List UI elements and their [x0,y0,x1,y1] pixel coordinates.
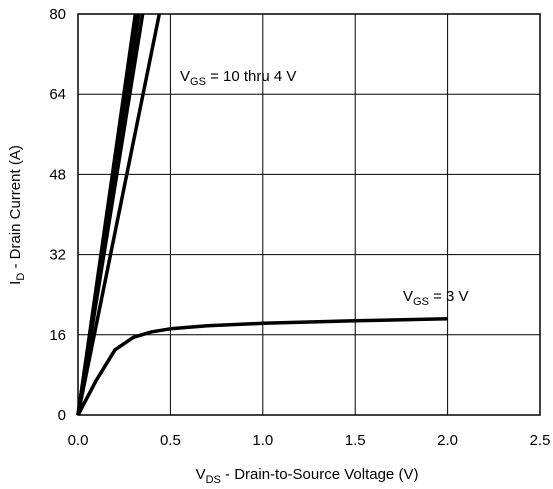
y-tick-label: 48 [49,166,66,183]
series-line [76,13,145,416]
plot-frame [77,13,541,416]
x-tick-label: 0.5 [160,432,181,449]
x-tick-label: 1.5 [345,432,366,449]
series-line [76,317,448,416]
annotation-vgs-3: VGS = 3 V [403,288,469,308]
y-tick-labels: 0 16 32 48 64 80 [49,6,66,424]
y-tick-label: 64 [49,86,66,103]
x-tick-label: 2.0 [437,432,458,449]
y-tick-label: 32 [49,247,66,264]
y-tick-label: 80 [49,6,66,23]
x-tick-label: 1.0 [252,432,273,449]
series-group [76,13,448,416]
series-line [76,13,162,416]
x-tick-label: 0.0 [68,432,89,449]
x-axis-label: VDS - Drain-to-Source Voltage (V) [196,466,419,486]
y-tick-label: 0 [58,407,66,424]
y-axis-label: ID - Drain Current (A) [7,145,27,285]
y-tick-label: 16 [49,327,66,344]
x-tick-label: 2.5 [530,432,551,449]
x-tick-labels: 0.0 0.5 1.0 1.5 2.0 2.5 [68,432,551,449]
annotation-vgs-10-4: VGS = 10 thru 4 V [180,68,296,88]
